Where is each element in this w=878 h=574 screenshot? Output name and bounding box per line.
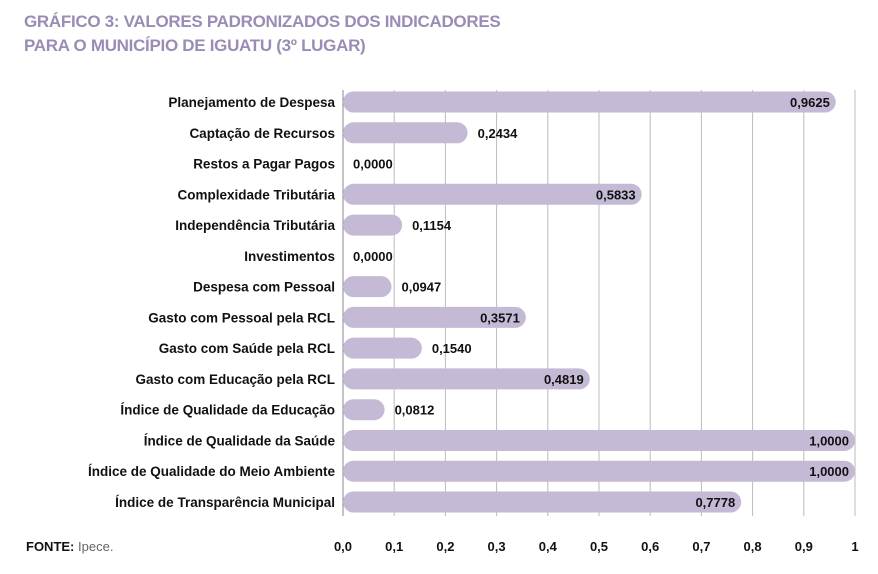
x-tick-label: 0,4 <box>539 539 558 554</box>
category-label: Índice de Qualidade da Educação <box>120 403 335 418</box>
data-label: 1,0000 <box>809 464 849 479</box>
bar <box>343 368 590 390</box>
data-label: 0,1154 <box>412 218 452 233</box>
data-label: 0,2434 <box>478 126 519 141</box>
data-label: 0,0000 <box>353 249 393 264</box>
bar <box>343 183 642 205</box>
category-label: Captação de Recursos <box>189 126 335 141</box>
data-label: 0,0812 <box>395 403 435 418</box>
data-label: 0,9625 <box>790 95 830 110</box>
bar <box>343 337 422 359</box>
category-label: Índice de Transparência Municipal <box>115 495 335 510</box>
bar <box>343 429 855 451</box>
x-tick-label: 0,9 <box>795 539 813 554</box>
data-label: 1,0000 <box>809 433 849 448</box>
data-label: 0,5833 <box>596 187 636 202</box>
category-label: Planejamento de Despesa <box>168 95 335 110</box>
category-label: Independência Tributária <box>175 218 335 233</box>
bar <box>343 122 468 144</box>
category-label: Restos a Pagar Pagos <box>193 157 335 172</box>
bar <box>343 306 526 328</box>
category-label: Investimentos <box>244 249 335 264</box>
category-label: Complexidade Tributária <box>177 187 335 202</box>
chart-title-line-2: PARA O MUNICÍPIO DE IGUATU (3º LUGAR) <box>24 36 366 55</box>
data-label: 0,7778 <box>695 495 735 510</box>
data-label: 0,1540 <box>432 341 472 356</box>
x-tick-label: 0,7 <box>692 539 710 554</box>
data-label: 0,0947 <box>401 280 441 295</box>
bar <box>343 214 403 236</box>
category-label: Índice de Qualidade da Saúde <box>144 433 336 448</box>
x-tick-label: 0,8 <box>744 539 762 554</box>
x-tick-label: 0,0 <box>334 539 352 554</box>
data-label: 0,3571 <box>480 310 520 325</box>
x-tick-label: 1 <box>851 539 858 554</box>
x-tick-label: 0,1 <box>385 539 403 554</box>
category-label: Gasto com Saúde pela RCL <box>159 341 335 356</box>
bar <box>343 91 836 113</box>
category-label: Gasto com Educação pela RCL <box>135 372 335 387</box>
category-label: Índice de Qualidade do Meio Ambiente <box>88 464 336 479</box>
data-label: 0,0000 <box>353 157 393 172</box>
x-tick-label: 0,2 <box>436 539 454 554</box>
category-label: Gasto com Pessoal pela RCL <box>148 310 335 325</box>
x-tick-label: 0,5 <box>590 539 608 554</box>
x-tick-label: 0,6 <box>641 539 659 554</box>
x-tick-label: 0,3 <box>488 539 506 554</box>
bar <box>343 399 385 421</box>
source-text: Ipece. <box>78 539 114 554</box>
bar <box>343 460 855 482</box>
chart-title: GRÁFICO 3: VALORES PADRONIZADOS DOS INDI… <box>24 10 501 58</box>
bar <box>343 276 392 298</box>
bar <box>343 491 742 513</box>
chart-title-line-1: GRÁFICO 3: VALORES PADRONIZADOS DOS INDI… <box>24 12 501 31</box>
data-label: 0,4819 <box>544 372 584 387</box>
source-label: FONTE: <box>26 539 75 554</box>
source-note: FONTE: Ipece. <box>26 539 113 554</box>
category-label: Despesa com Pessoal <box>193 280 335 295</box>
